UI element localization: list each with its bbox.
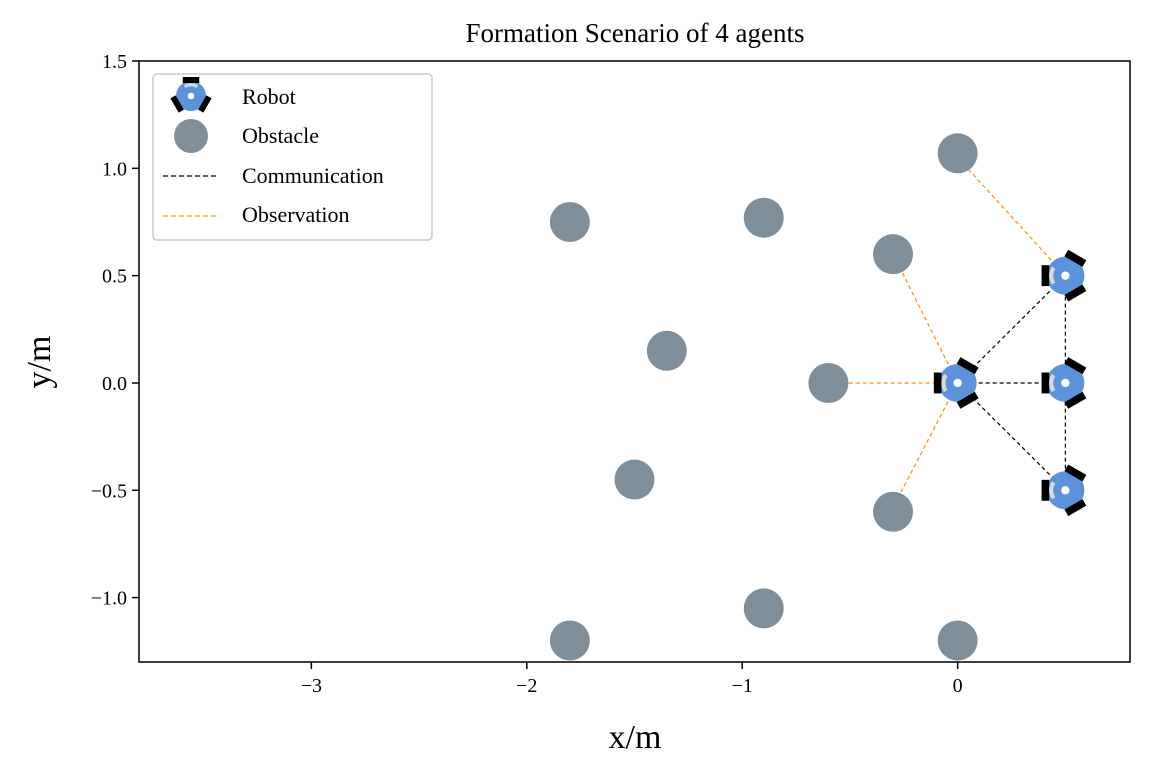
obstacles xyxy=(549,133,978,661)
obstacle-point xyxy=(743,197,784,238)
obstacle-point xyxy=(937,620,978,661)
x-tick-label: −1 xyxy=(732,675,753,697)
robot-point xyxy=(1041,249,1087,302)
robot-wheel xyxy=(1064,464,1087,482)
robot-wheel xyxy=(956,357,979,375)
y-tick-label: 1.0 xyxy=(102,158,127,180)
obstacle-point xyxy=(549,620,590,661)
legend-frame xyxy=(152,73,433,241)
robot-center xyxy=(1061,486,1070,495)
y-tick-label: −1.0 xyxy=(91,588,127,610)
robot-center xyxy=(1061,378,1070,388)
obstacle-point xyxy=(614,459,655,500)
robot-wheel xyxy=(1041,372,1050,394)
chart-title: Formation Scenario of 4 agents xyxy=(466,18,805,48)
x-axis-ticks: −3 −2 −1 0 xyxy=(301,662,963,697)
legend-robot-glyph xyxy=(170,77,212,113)
obstacle-point xyxy=(646,330,687,371)
legend-robot-label: Robot xyxy=(242,84,296,109)
observation-link xyxy=(957,157,1066,277)
y-tick-label: 0.0 xyxy=(102,373,127,395)
robot-sensor xyxy=(183,83,199,89)
x-tick-label: −3 xyxy=(301,675,322,697)
robot-wheel xyxy=(1064,249,1087,267)
observation-links xyxy=(828,157,1066,508)
y-tick-label: 1.5 xyxy=(102,51,127,73)
x-tick-label: 0 xyxy=(953,675,963,697)
robots xyxy=(933,249,1087,517)
robot-wheel xyxy=(1064,284,1087,302)
y-tick-label: −0.5 xyxy=(91,480,127,502)
robot-sensor xyxy=(1049,266,1056,285)
robot-wheel xyxy=(1041,265,1050,287)
obstacle-point xyxy=(808,362,849,403)
robot-wheel xyxy=(182,77,200,83)
y-tick-label: 0.5 xyxy=(102,266,127,288)
communication-link xyxy=(957,382,1066,491)
robot-point xyxy=(933,357,979,409)
obstacle-point xyxy=(873,234,914,275)
legend-communication-label: Communication xyxy=(242,163,384,188)
communication-link xyxy=(957,275,1066,384)
obstacle-point xyxy=(937,133,978,174)
legend-observation-label: Observation xyxy=(242,202,350,227)
robot-wheel xyxy=(198,95,212,113)
robot-wheel xyxy=(1064,499,1087,517)
robot-point xyxy=(1041,357,1087,409)
observation-link xyxy=(892,253,959,384)
legend-robot-icon xyxy=(170,77,212,113)
robot-center xyxy=(1061,271,1070,280)
robot-sensor xyxy=(941,373,948,393)
robot-wheel xyxy=(1041,479,1050,501)
robot-wheel xyxy=(170,95,184,113)
legend-obstacle-icon xyxy=(174,119,208,153)
robot-center xyxy=(187,92,195,100)
robot-sensor xyxy=(1049,481,1056,500)
robot-wheel xyxy=(956,391,979,409)
robot-wheel xyxy=(1064,357,1087,375)
x-tick-label: −2 xyxy=(516,675,537,697)
y-axis-ticks: −1.0 −0.5 0.0 0.5 1.0 1.5 xyxy=(91,51,139,610)
legend: Robot Obstacle Communication Observation xyxy=(152,73,433,241)
robot-wheel xyxy=(1064,391,1087,409)
obstacle-point xyxy=(743,588,784,629)
x-axis-label: x/m xyxy=(609,719,662,756)
obstacle-point xyxy=(873,491,914,532)
legend-obstacle-label: Obstacle xyxy=(242,123,319,148)
robot-wheel xyxy=(933,372,942,394)
obstacle-point xyxy=(549,201,590,242)
y-axis-label: y/m xyxy=(21,336,58,389)
robot-sensor xyxy=(1049,373,1056,393)
observation-link xyxy=(892,382,959,508)
robot-point xyxy=(1041,464,1087,517)
robot-center xyxy=(953,378,962,388)
